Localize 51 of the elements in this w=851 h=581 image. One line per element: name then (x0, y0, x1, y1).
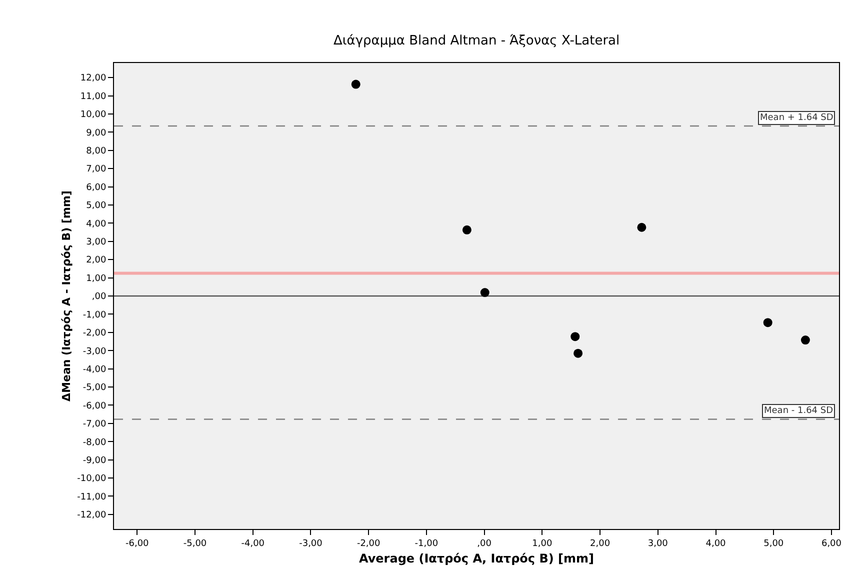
y-tick-label: -11,00 (77, 492, 106, 502)
y-tick-label: 6,00 (86, 182, 106, 193)
x-tick-label: 5,00 (764, 538, 784, 549)
x-tick-label: ,00 (477, 538, 492, 549)
y-tick-label: 4,00 (86, 219, 106, 230)
y-tick-label: -7,00 (82, 420, 106, 430)
point (462, 225, 472, 234)
y-tick-label: -10,00 (77, 474, 106, 484)
y-tick-label: 7,00 (86, 164, 106, 175)
y-tick-label: 10,00 (80, 110, 106, 120)
x-axis-title: Average (Ιατρός Α, Ιατρός Β) [mm] (358, 552, 594, 566)
point (480, 288, 490, 298)
point (763, 318, 772, 328)
x-tick-label: 2,00 (590, 538, 610, 549)
y-tick-label: 11,00 (80, 92, 106, 102)
y-axis-title: ΔMean (Ιατρός Α - Ιατρός Β) [mm] (60, 190, 73, 402)
x-tick-label: -4,00 (241, 538, 265, 549)
x-tick-label: 6,00 (821, 538, 842, 549)
point (574, 348, 583, 358)
y-tick-label: -5,00 (82, 383, 106, 394)
point (637, 222, 646, 232)
x-tick-label: -6,00 (125, 538, 150, 549)
y-tick-label: -2,00 (82, 328, 106, 339)
x-tick-label: 4,00 (706, 538, 726, 549)
point (351, 80, 360, 89)
y-tick-label: -1,00 (82, 310, 106, 320)
y-tick-label: -4,00 (82, 364, 106, 375)
y-tick-label: -12,00 (77, 510, 106, 521)
y-tick-label: 12,00 (80, 74, 106, 84)
y-tick-label: -9,00 (82, 456, 106, 466)
chart-title: Διάγραμμα Bland Altman - Άξονας X-Lateral (333, 34, 620, 49)
y-tick-label: -3,00 (82, 346, 106, 357)
y-tick-label: 5,00 (86, 201, 106, 212)
y-tick-label: 8,00 (86, 146, 106, 157)
point (570, 332, 580, 342)
x-tick-label: -2,00 (356, 538, 380, 549)
x-tick-label: 1,00 (532, 538, 552, 549)
y-tick-label: 1,00 (86, 274, 106, 284)
y-tick-label: 3,00 (86, 238, 106, 248)
y-tick-label: 2,00 (86, 256, 106, 266)
y-tick-label: -8,00 (82, 438, 106, 448)
y-tick-label: -6,00 (82, 401, 106, 412)
ref-line-label: Mean + 1.64 SD (760, 113, 834, 123)
ref-line-label: Mean - 1.64 SD (764, 406, 834, 416)
x-tick-label: -5,00 (183, 538, 207, 549)
x-tick-label: -3,00 (299, 538, 323, 549)
y-tick-label: ,00 (92, 292, 106, 302)
point (800, 336, 810, 345)
x-tick-label: 3,00 (648, 538, 668, 549)
y-tick-label: 9,00 (86, 128, 106, 138)
x-tick-label: -1,00 (414, 538, 438, 549)
